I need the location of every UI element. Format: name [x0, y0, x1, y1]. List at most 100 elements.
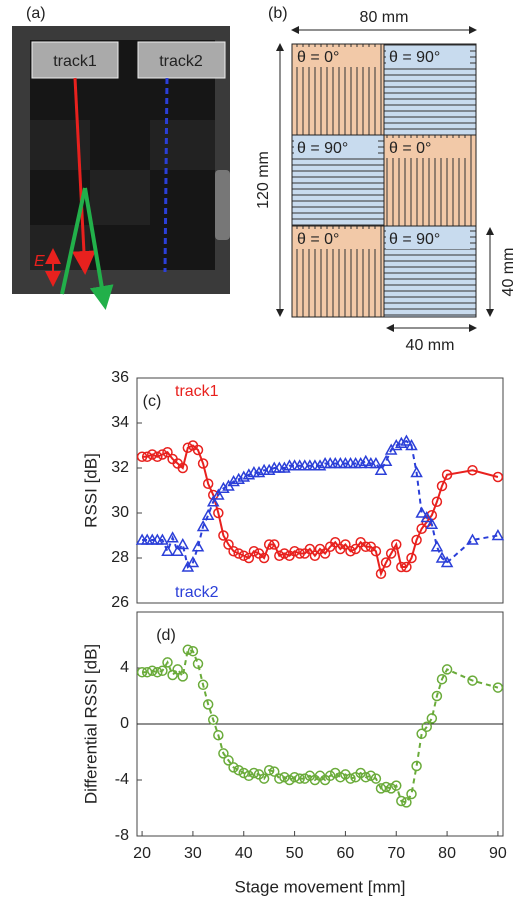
point	[467, 465, 478, 476]
point	[385, 783, 397, 794]
x-tick-label: 30	[184, 845, 202, 862]
point	[248, 767, 260, 779]
point	[152, 666, 163, 678]
point	[279, 771, 290, 783]
point	[350, 543, 361, 555]
track-label: track2	[159, 53, 203, 70]
point	[380, 557, 392, 568]
point	[212, 488, 225, 500]
point	[197, 679, 209, 691]
y-tick-label: -8	[115, 827, 129, 844]
cell-label: θ = 0°	[297, 49, 339, 66]
point	[436, 480, 448, 492]
cell-label: θ = 0°	[389, 140, 431, 157]
point	[152, 451, 163, 462]
point	[237, 470, 251, 482]
point	[370, 546, 382, 557]
point	[258, 552, 270, 564]
point	[243, 552, 255, 564]
point	[396, 795, 407, 807]
point	[177, 462, 188, 474]
x-tick-label: 40	[235, 845, 253, 862]
y-tick-label: 26	[111, 594, 129, 611]
point	[415, 506, 428, 518]
point	[218, 530, 229, 541]
series-label: track2	[175, 584, 219, 601]
point	[248, 546, 260, 557]
point	[182, 442, 194, 453]
x-tick-label: 50	[286, 845, 304, 862]
point	[213, 507, 224, 519]
point	[238, 767, 249, 779]
point	[405, 438, 418, 451]
point	[380, 781, 392, 793]
point	[172, 664, 183, 675]
y-axis-label: RSSI [dB]	[81, 453, 100, 528]
point	[304, 543, 316, 555]
point	[233, 764, 244, 776]
point	[441, 469, 453, 480]
point	[359, 454, 373, 466]
point	[289, 546, 300, 557]
track-label: track1	[53, 53, 97, 70]
cell-label: θ = 90°	[389, 49, 440, 66]
photo: (a) track1 track2 E	[12, 5, 230, 310]
y-tick-label: 34	[111, 414, 129, 431]
point	[492, 682, 504, 693]
point	[370, 773, 382, 784]
point	[406, 552, 417, 564]
point	[294, 548, 305, 559]
point	[233, 548, 244, 559]
point	[161, 544, 174, 556]
y-axis-label: Differential RSSI [dB]	[81, 644, 100, 804]
point	[354, 456, 367, 469]
point	[431, 690, 443, 702]
point	[196, 519, 210, 532]
point	[369, 456, 383, 469]
x-tick-label: 60	[337, 845, 355, 862]
point	[430, 540, 444, 552]
point	[202, 699, 214, 710]
e-label: E	[34, 253, 45, 270]
y-tick-label: 30	[111, 504, 129, 521]
point	[141, 451, 153, 462]
point	[227, 474, 240, 487]
cell-label: θ = 90°	[297, 140, 348, 157]
panel-label: (d)	[156, 627, 176, 644]
dimension-label: 80 mm	[360, 9, 409, 26]
point	[223, 755, 234, 766]
cell-label-bg	[386, 229, 470, 249]
point	[232, 472, 245, 484]
point	[258, 773, 270, 784]
point	[466, 533, 479, 545]
point	[309, 550, 321, 561]
point	[182, 644, 194, 656]
point	[186, 555, 200, 568]
point	[156, 533, 169, 545]
point	[228, 762, 239, 773]
point	[141, 666, 153, 678]
point	[431, 496, 443, 507]
point	[162, 447, 173, 458]
point	[228, 546, 239, 557]
point	[201, 508, 215, 520]
series-line	[142, 439, 499, 569]
point	[223, 539, 234, 550]
point	[243, 770, 255, 782]
point	[269, 539, 280, 550]
y-tick-label: 28	[111, 549, 129, 566]
point	[263, 539, 275, 550]
point	[294, 773, 305, 784]
point	[269, 766, 280, 777]
point	[324, 770, 336, 782]
point	[360, 771, 371, 783]
dimension-label: 40 mm	[406, 337, 455, 354]
cell-label-bg	[386, 47, 470, 67]
dimension-label: 40 mm	[500, 248, 517, 297]
point	[425, 517, 439, 529]
point	[385, 548, 397, 559]
cell-label-bg	[294, 138, 378, 158]
point	[395, 436, 408, 448]
diagram: (b) 80 mm 120 mm 40 mm 40 mm θ = 0° θ = 9…	[255, 5, 517, 354]
point	[202, 478, 214, 489]
